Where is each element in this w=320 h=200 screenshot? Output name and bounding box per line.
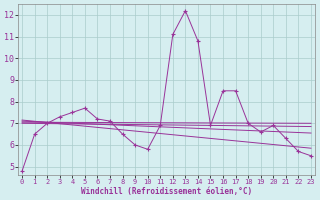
X-axis label: Windchill (Refroidissement éolien,°C): Windchill (Refroidissement éolien,°C) [81, 187, 252, 196]
